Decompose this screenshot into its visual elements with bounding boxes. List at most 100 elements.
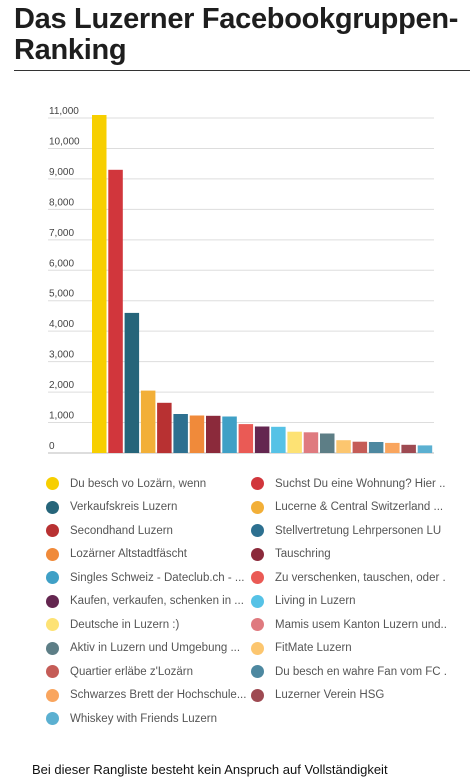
legend-swatch (46, 524, 59, 538)
legend-label: Deutsche in Luzern :) (70, 618, 180, 631)
legend-item[interactable]: Zu verschenken, tauschen, oder ... (251, 566, 446, 590)
legend-swatch (46, 477, 59, 491)
bar[interactable] (157, 402, 172, 454)
legend-item[interactable]: Stellvertretung Lehrpersonen LU (251, 519, 446, 543)
legend-label: Secondhand Luzern (70, 524, 173, 537)
legend-item[interactable]: Suchst Du eine Wohnung? Hier ... (251, 472, 446, 496)
legend-swatch (46, 547, 59, 561)
legend-label: Aktiv in Luzern und Umgebung ... (70, 642, 241, 655)
legend-swatch (251, 500, 264, 514)
legend-label: Schwarzes Brett der Hochschule... (70, 689, 247, 702)
legend-label: Lozärner Altstadtfäscht (70, 548, 187, 561)
legend-label: Luzerner Verein HSG (275, 689, 385, 702)
legend-swatch (251, 665, 264, 679)
legend-swatch (251, 641, 264, 655)
legend-swatch (46, 712, 59, 726)
y-tick-label: 6,000 (49, 258, 74, 269)
legend-item[interactable]: Deutsche in Luzern :) (46, 613, 251, 637)
legend-label: Zu verschenken, tauschen, oder ... (275, 571, 446, 584)
legend-swatch (251, 571, 264, 585)
y-tick-label: 9,000 (49, 167, 74, 178)
legend-label: FitMate Luzern (275, 642, 352, 655)
chart-legend: Du besch vo Lozärn, wenn Suchst Du eine W… (46, 472, 446, 731)
legend-item[interactable]: Singles Schweiz - Dateclub.ch - ... (46, 566, 251, 590)
legend-label: Suchst Du eine Wohnung? Hier ... (275, 477, 446, 490)
y-tick-label: 1,000 (49, 411, 74, 422)
legend-item[interactable]: Kaufen, verkaufen, schenken in ... (46, 590, 251, 614)
bar[interactable] (271, 426, 286, 453)
bar[interactable] (417, 445, 433, 453)
bar[interactable] (352, 441, 368, 453)
y-tick-label: 11,000 (49, 106, 79, 117)
page-title: Das Luzerner Facebookgruppen-Ranking (14, 3, 459, 66)
bar-chart: 0 1,000 2,000 3,000 4,000 5,000 6,000 7,000 8,00… (48, 106, 434, 454)
y-tick-label: 2,000 (49, 380, 74, 391)
bar[interactable] (108, 169, 123, 454)
y-tick-label: 8,000 (49, 197, 74, 208)
y-tick-label: 7,000 (49, 228, 74, 239)
bar[interactable] (140, 390, 156, 453)
bar[interactable] (173, 414, 188, 453)
bar[interactable] (206, 415, 221, 453)
legend-swatch (251, 688, 264, 702)
legend-item[interactable]: Du besch vo Lozärn, wenn (46, 472, 251, 496)
legend-item[interactable]: Schwarzes Brett der Hochschule... (46, 684, 251, 708)
legend-item[interactable]: Lucerne & Central Switzerland ... (251, 496, 446, 520)
legend-swatch (251, 524, 264, 538)
legend-swatch (46, 618, 59, 632)
y-tick-label: 0 (49, 441, 55, 452)
legend-swatch (251, 618, 264, 632)
legend-swatch (46, 571, 59, 585)
footer-note: Bei dieser Rangliste besteht kein Anspru… (32, 762, 388, 777)
bar[interactable] (320, 433, 335, 454)
bar[interactable] (189, 415, 205, 454)
bar[interactable] (92, 115, 107, 453)
legend-item[interactable]: Mamis usem Kanton Luzern und... (251, 613, 446, 637)
legend-item[interactable]: Secondhand Luzern (46, 519, 251, 543)
legend-swatch (251, 477, 264, 491)
legend-label: Lucerne & Central Switzerland ... (275, 501, 444, 514)
legend-label: Whiskey with Friends Luzern (70, 712, 217, 725)
legend-swatch (46, 500, 59, 514)
legend-label: Du besch vo Lozärn, wenn (70, 477, 207, 490)
legend-label: Stellvertretung Lehrpersonen LU (275, 524, 442, 537)
y-tick-label: 5,000 (49, 289, 74, 300)
legend-item[interactable]: Du besch en wahre Fan vom FC ... (251, 660, 446, 684)
legend-item[interactable]: Verkaufskreis Luzern (46, 496, 251, 520)
legend-label: Singles Schweiz - Dateclub.ch - ... (70, 571, 245, 584)
legend-swatch (251, 594, 264, 608)
legend-item[interactable]: Quartier erläbe z'Lozärn (46, 660, 251, 684)
bar[interactable] (238, 424, 254, 453)
legend-label: Tauschring (275, 548, 331, 561)
bar[interactable] (368, 442, 384, 453)
legend-swatch (46, 688, 59, 702)
bar[interactable] (222, 416, 237, 454)
legend-item[interactable]: Aktiv in Luzern und Umgebung ... (46, 637, 251, 661)
legend-item[interactable]: Luzerner Verein HSG (251, 684, 446, 708)
legend-label: Du besch en wahre Fan vom FC ... (275, 665, 446, 678)
legend-label: Quartier erläbe z'Lozärn (70, 665, 194, 678)
bar[interactable] (303, 432, 319, 453)
legend-item[interactable]: Living in Luzern (251, 590, 446, 614)
bar[interactable] (401, 444, 416, 453)
legend-swatch (46, 665, 59, 679)
bar[interactable] (287, 431, 302, 453)
y-tick-label: 10,000 (49, 136, 80, 147)
legend-label: Kaufen, verkaufen, schenken in ... (70, 595, 244, 608)
bar[interactable] (385, 442, 400, 453)
legend-swatch (251, 547, 264, 561)
legend-item[interactable]: Tauschring (251, 543, 446, 567)
bar[interactable] (124, 312, 140, 453)
legend-label: Mamis usem Kanton Luzern und... (275, 618, 446, 631)
legend-item[interactable]: Lozärner Altstadtfäscht (46, 543, 251, 567)
title-divider (14, 70, 470, 71)
y-tick-label: 4,000 (49, 319, 74, 330)
bar[interactable] (254, 426, 270, 454)
legend-item[interactable]: Whiskey with Friends Luzern (46, 707, 251, 731)
legend-swatch (46, 641, 59, 655)
legend-item[interactable]: FitMate Luzern (251, 637, 446, 661)
legend-swatch (46, 594, 59, 608)
legend-label: Verkaufskreis Luzern (70, 501, 178, 514)
bar[interactable] (336, 440, 351, 453)
legend-label: Living in Luzern (275, 595, 356, 608)
